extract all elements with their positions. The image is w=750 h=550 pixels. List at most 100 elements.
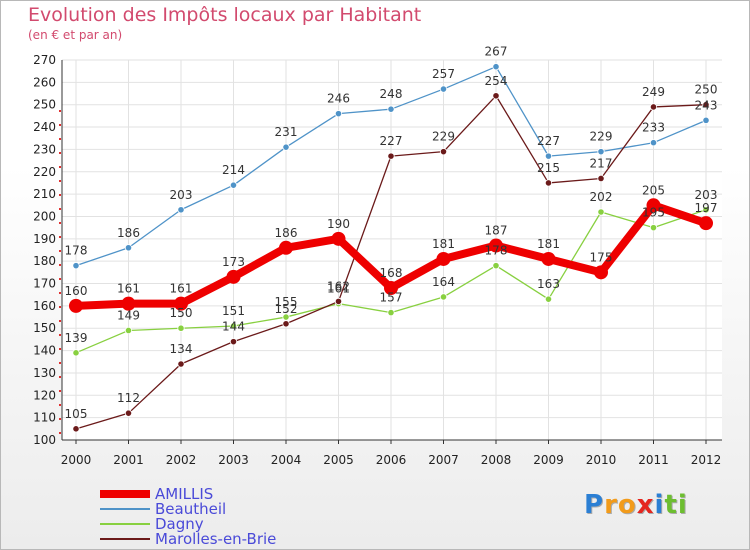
y-tick-label: 190 [33,232,56,246]
chart-subtitle: (en € et par an) [28,28,123,42]
x-tick-label: 2005 [323,453,354,467]
data-point [177,360,185,368]
data-point [492,262,500,270]
data-label: 202 [590,190,613,204]
data-label: 178 [485,244,508,258]
data-label: 175 [590,250,613,264]
data-point [282,143,290,151]
x-tick-label: 2009 [533,453,564,467]
data-label: 164 [432,275,455,289]
data-label: 152 [275,302,298,316]
data-label: 181 [432,237,455,251]
data-label: 139 [65,331,88,345]
legend-swatch [100,490,150,498]
legend-item-marolles-en-brie: Marolles-en-Brie [100,530,360,548]
legend-item-amillis: AMILLIS [100,485,360,503]
data-point [541,251,556,266]
data-point [439,85,448,93]
y-tick-label: 160 [33,299,56,313]
data-point [282,320,290,328]
data-label: 155 [275,295,298,309]
data-point [124,409,133,417]
data-point [229,338,238,346]
legend-swatch [100,508,150,510]
y-tick-label: 150 [33,321,56,335]
data-point [544,179,553,187]
x-tick-label: 2012 [691,453,722,467]
x-tick-label: 2000 [61,453,92,467]
data-label: 231 [275,125,298,139]
plot-area [62,60,722,440]
data-label: 249 [642,85,665,99]
legend-swatch [100,538,150,540]
data-label: 233 [642,121,665,135]
data-point [334,110,343,118]
x-tick-label: 2002 [166,453,197,467]
data-label: 161 [170,282,193,296]
legend-swatch [100,523,150,525]
data-label: 134 [170,342,193,356]
y-tick-label: 100 [33,433,56,447]
data-point [544,295,553,303]
y-tick-label: 130 [33,366,56,380]
data-point [597,148,605,156]
data-point [597,174,605,183]
logo-letter: i [654,490,665,520]
y-tick-label: 230 [33,142,56,156]
legend-item-beautheil: Beautheil [100,500,360,518]
y-tick-label: 220 [33,165,56,179]
y-tick-label: 140 [33,344,56,358]
data-label: 197 [695,201,718,215]
x-tick-label: 2010 [586,453,617,467]
data-point [699,216,713,231]
x-tick-label: 2004 [271,453,302,467]
data-label: 149 [117,308,140,322]
data-label: 151 [222,304,245,318]
data-point [702,206,710,214]
data-point [69,298,83,313]
data-label: 160 [65,284,88,298]
data-label: 163 [537,277,560,291]
x-tick-label: 2001 [113,453,144,467]
x-tick-label: 2003 [218,453,249,467]
data-point [436,251,451,266]
data-label: 178 [65,244,88,258]
data-point [229,322,238,330]
data-point [387,152,395,160]
data-point [649,139,658,147]
data-point [702,116,710,124]
data-point [121,296,136,311]
data-point [226,269,241,284]
data-label: 150 [170,306,193,320]
legend-item-dagny: Dagny [100,515,360,533]
y-tick-label: 120 [33,388,56,402]
data-point [544,152,553,160]
data-point [492,92,500,100]
data-label: 190 [327,217,350,231]
data-point [439,293,448,301]
data-label: 243 [695,98,718,112]
data-point [594,265,608,280]
data-point [331,231,346,246]
data-point [387,105,395,113]
data-label: 246 [327,92,350,106]
data-point [72,425,80,433]
data-point [489,238,503,253]
data-label: 229 [590,130,613,144]
data-label: 248 [380,87,403,101]
x-tick-label: 2011 [638,453,669,467]
data-point [649,224,658,232]
data-label: 187 [485,224,508,238]
data-point [334,297,343,306]
logo-letter: P [584,490,605,520]
data-point [177,324,185,332]
data-label: 105 [65,407,88,421]
logo-letter: o [617,490,637,520]
data-label: 205 [642,183,665,197]
x-tick-label: 2006 [376,453,407,467]
data-label: 215 [537,161,560,175]
data-label: 227 [380,134,403,148]
data-label: 227 [537,134,560,148]
data-point [174,296,188,311]
